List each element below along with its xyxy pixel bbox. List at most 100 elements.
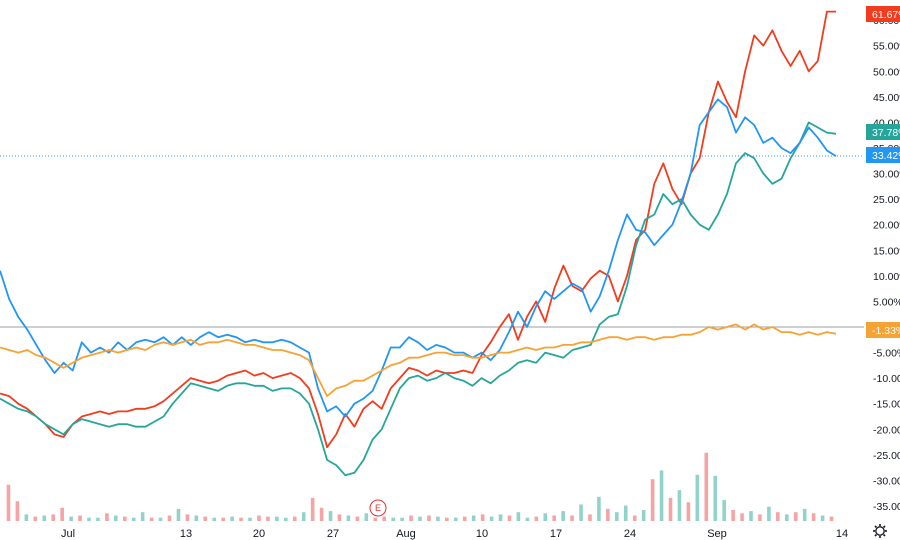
y-tick-label: -20.00 — [873, 424, 900, 436]
last-value-badge — [866, 124, 900, 140]
volume-bar — [552, 515, 556, 521]
earnings-marker-label: E — [375, 503, 381, 513]
y-tick-label: 50.00% — [873, 66, 900, 78]
y-tick-label: -10.00 — [873, 373, 900, 385]
volume-bar — [301, 512, 306, 521]
volume-bar — [543, 513, 548, 521]
volume-bar — [462, 516, 467, 521]
y-tick-label: 5.00% — [873, 296, 900, 308]
last-value-text: 33.42% — [872, 150, 900, 162]
volume-bar — [373, 517, 378, 521]
volume-bar — [328, 511, 333, 521]
volume-bar — [677, 490, 682, 521]
volume-bar — [632, 515, 637, 521]
volume-bar — [623, 505, 628, 521]
price-axis[interactable]: 60.00%55.00%50.00%45.00%40.00%35.00%30.0… — [873, 15, 900, 513]
x-tick-label: 17 — [550, 528, 562, 540]
volume-bar — [785, 514, 789, 521]
series-line[interactable] — [0, 323, 837, 398]
volume-bar — [194, 515, 199, 521]
volume-bar — [695, 474, 700, 521]
volume-bar — [498, 514, 503, 521]
volume-bar — [820, 515, 825, 521]
volume-layer — [6, 452, 834, 521]
volume-bar — [149, 517, 154, 521]
volume-bar — [60, 507, 64, 521]
x-tick-label: Aug — [396, 528, 416, 540]
settings-gear-icon[interactable] — [873, 524, 887, 538]
volume-bar — [105, 513, 109, 521]
volume-bar — [740, 513, 744, 521]
volume-bar — [78, 515, 82, 521]
volume-bar — [310, 497, 315, 521]
volume-bar — [364, 513, 369, 521]
y-tick-label: 25.00% — [873, 194, 900, 206]
volume-bar — [489, 516, 494, 521]
volume-bar — [6, 484, 11, 521]
y-tick-label: 20.00% — [873, 220, 900, 232]
volume-bar — [346, 515, 351, 521]
volume-bar — [534, 516, 539, 521]
volume-bar — [776, 512, 780, 521]
y-tick-label: 30.00% — [873, 169, 900, 181]
last-value-badges: 61.67% 37.78% 33.42% -1.33% — [866, 6, 900, 338]
x-tick-label: 14 — [836, 528, 848, 540]
volume-bar — [158, 517, 163, 521]
y-tick-label: 55.00% — [873, 41, 900, 53]
x-tick-label: Sep — [707, 528, 727, 540]
volume-bar — [96, 517, 100, 521]
volume-bar — [176, 508, 181, 521]
volume-bar — [802, 508, 807, 521]
volume-bar — [427, 515, 431, 521]
earnings-layer: E — [369, 499, 387, 517]
y-tick-label: -15.00 — [873, 399, 900, 411]
volume-bar — [436, 516, 440, 521]
volume-bar — [749, 511, 753, 521]
y-tick-label: -30.00 — [873, 475, 900, 487]
time-axis[interactable]: Jul 13 20 27 Aug 10 17 24 Sep 14 — [61, 528, 848, 540]
series-layer — [0, 10, 864, 477]
volume-bar — [579, 504, 583, 521]
last-value-text: 37.78% — [872, 127, 900, 139]
volume-bar — [758, 514, 762, 521]
earnings-marker-icon[interactable] — [369, 499, 387, 517]
volume-bar — [185, 514, 190, 521]
y-tick-label: 10.00% — [873, 271, 900, 283]
volume-bar — [212, 517, 217, 521]
volume-bar — [686, 502, 691, 521]
volume-bar — [51, 514, 55, 521]
volume-bar — [87, 517, 91, 521]
y-tick-label: 40.00% — [873, 117, 900, 129]
last-value-badge — [866, 147, 900, 163]
series-line[interactable] — [0, 98, 837, 418]
volume-bar — [382, 516, 387, 521]
last-value-text: -1.33% — [872, 325, 900, 337]
volume-bar — [266, 516, 270, 521]
y-tick-label: -35.00 — [873, 501, 900, 513]
volume-bar — [588, 514, 592, 521]
volume-bar — [722, 500, 726, 521]
volume-bar — [248, 517, 252, 521]
volume-bar — [15, 501, 20, 521]
volume-bar — [606, 508, 610, 521]
x-tick-label: 10 — [476, 528, 488, 540]
volume-bar — [275, 516, 279, 521]
series-line[interactable] — [0, 10, 836, 449]
volume-bar — [284, 517, 288, 521]
volume-bar — [811, 513, 816, 521]
volume-bar — [445, 517, 449, 521]
last-value-badge — [866, 6, 900, 22]
volume-bar — [114, 515, 118, 521]
volume-bar — [480, 514, 485, 521]
series-line[interactable] — [0, 121, 837, 477]
volume-bar — [140, 512, 145, 521]
volume-bar — [713, 475, 718, 521]
volume-bar — [239, 517, 243, 521]
volume-bar — [453, 517, 458, 521]
volume-bar — [418, 516, 422, 521]
volume-bar — [767, 506, 771, 521]
volume-bar — [230, 516, 234, 521]
volume-bar — [167, 515, 172, 521]
y-tick-label: 15.00% — [873, 245, 900, 257]
